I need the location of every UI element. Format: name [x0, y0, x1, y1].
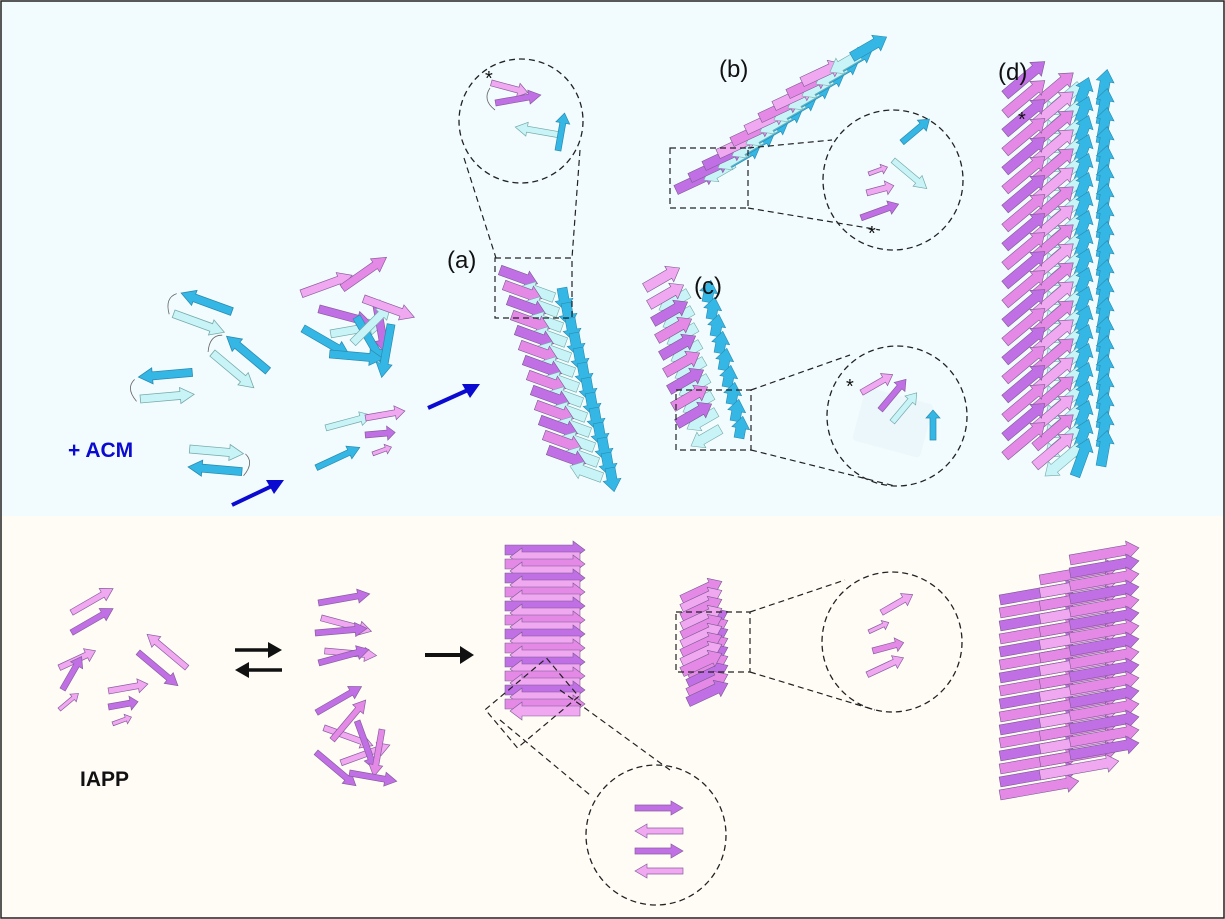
beta-strand [1001, 346, 1046, 385]
acm-monomers [130, 289, 272, 477]
black-arrow [425, 646, 474, 664]
beta-strand [650, 299, 689, 327]
beta-strand [662, 350, 701, 378]
beta-strand [1001, 232, 1046, 271]
beta-strand [1001, 422, 1046, 461]
beta-strand [654, 316, 693, 344]
beta-strand [1001, 308, 1046, 347]
beta-strand [1001, 99, 1046, 138]
panel-label-d: (d) [998, 59, 1027, 86]
iapp-oligomer-top [314, 588, 378, 667]
blue-arrow-2 [427, 384, 480, 410]
beta-strand [1068, 618, 1140, 644]
beta-strand [1001, 403, 1046, 442]
beta-strand [1001, 327, 1046, 366]
beta-strand [658, 333, 697, 361]
zoom-c [675, 345, 968, 487]
acm-label: + ACM [68, 439, 133, 462]
beta-strand [666, 367, 705, 395]
beta-strand [642, 265, 681, 293]
beta-strand [1001, 61, 1046, 100]
beta-strand [1068, 735, 1140, 761]
beta-strand [602, 466, 622, 493]
beta-strand [1068, 683, 1140, 709]
panel-label-b: (b) [719, 56, 748, 83]
iapp-fibril-3 [998, 540, 1140, 801]
beta-strand [1001, 118, 1046, 157]
beta-strand [1068, 579, 1140, 605]
zoom-iapp-2 [675, 571, 963, 713]
beta-strand [685, 679, 729, 707]
iapp-fibril-2 [679, 577, 729, 707]
iapp-oligomer-bottom [313, 686, 398, 787]
beta-strand [1068, 670, 1140, 696]
beta-strand [1001, 194, 1046, 233]
beta-strand [1001, 137, 1046, 176]
fibril-d [1001, 61, 1115, 479]
panel-label-c: (c) [694, 273, 722, 300]
beta-strand [1095, 430, 1115, 468]
beta-strand [679, 649, 723, 677]
beta-strand [646, 282, 685, 310]
beta-strand [849, 34, 888, 62]
beta-strand [1001, 270, 1046, 309]
fibril-a [497, 264, 622, 493]
beta-strand [1001, 213, 1046, 252]
beta-strand [674, 401, 713, 429]
beta-strand [1068, 657, 1140, 683]
iapp-monomers [57, 588, 190, 727]
asterisk-d: * [1018, 109, 1026, 131]
beta-strand [998, 773, 1080, 801]
beta-strand [1068, 566, 1140, 592]
acm-oligomer-cluster [299, 256, 416, 379]
beta-strand [670, 384, 709, 412]
zoom-b [669, 109, 964, 251]
panel-label-a: (a) [447, 247, 476, 274]
fibril-c [642, 265, 751, 449]
acm-mixed-oligomer [314, 405, 406, 471]
beta-strand [1068, 540, 1140, 566]
asterisk-b: * [868, 223, 876, 245]
asterisk-c: * [846, 376, 854, 398]
zoom-iapp-1 [484, 657, 727, 906]
beta-strand [1038, 753, 1120, 781]
iapp-label: IAPP [80, 768, 129, 791]
beta-strand [509, 701, 581, 721]
beta-strand [1068, 592, 1140, 618]
beta-strand [690, 424, 724, 449]
beta-strand [1001, 289, 1046, 328]
asterisk-a: * [485, 68, 493, 90]
blue-arrow-1 [231, 480, 284, 507]
zoom-a [458, 58, 584, 319]
equilibrium-arrows [235, 642, 282, 678]
beta-strand [1068, 709, 1140, 735]
beta-strand [1068, 605, 1140, 631]
beta-strand [1001, 175, 1046, 214]
fibril-b [673, 34, 888, 195]
beta-strand [1001, 80, 1046, 119]
beta-strand [1068, 696, 1140, 722]
iapp-fibril-1 [504, 540, 586, 721]
beta-strand [1068, 631, 1140, 657]
beta-strand [1068, 644, 1140, 670]
beta-strand [1031, 433, 1074, 471]
beta-strand [1068, 722, 1140, 748]
beta-strand [1001, 384, 1046, 423]
beta-strand [1001, 365, 1046, 404]
beta-strand [1031, 414, 1074, 452]
beta-strand [731, 415, 751, 440]
beta-strand [1001, 251, 1046, 290]
beta-strand [1001, 156, 1046, 195]
beta-strand [1069, 437, 1094, 479]
beta-strand [1068, 553, 1140, 579]
beta-strand [569, 461, 605, 483]
